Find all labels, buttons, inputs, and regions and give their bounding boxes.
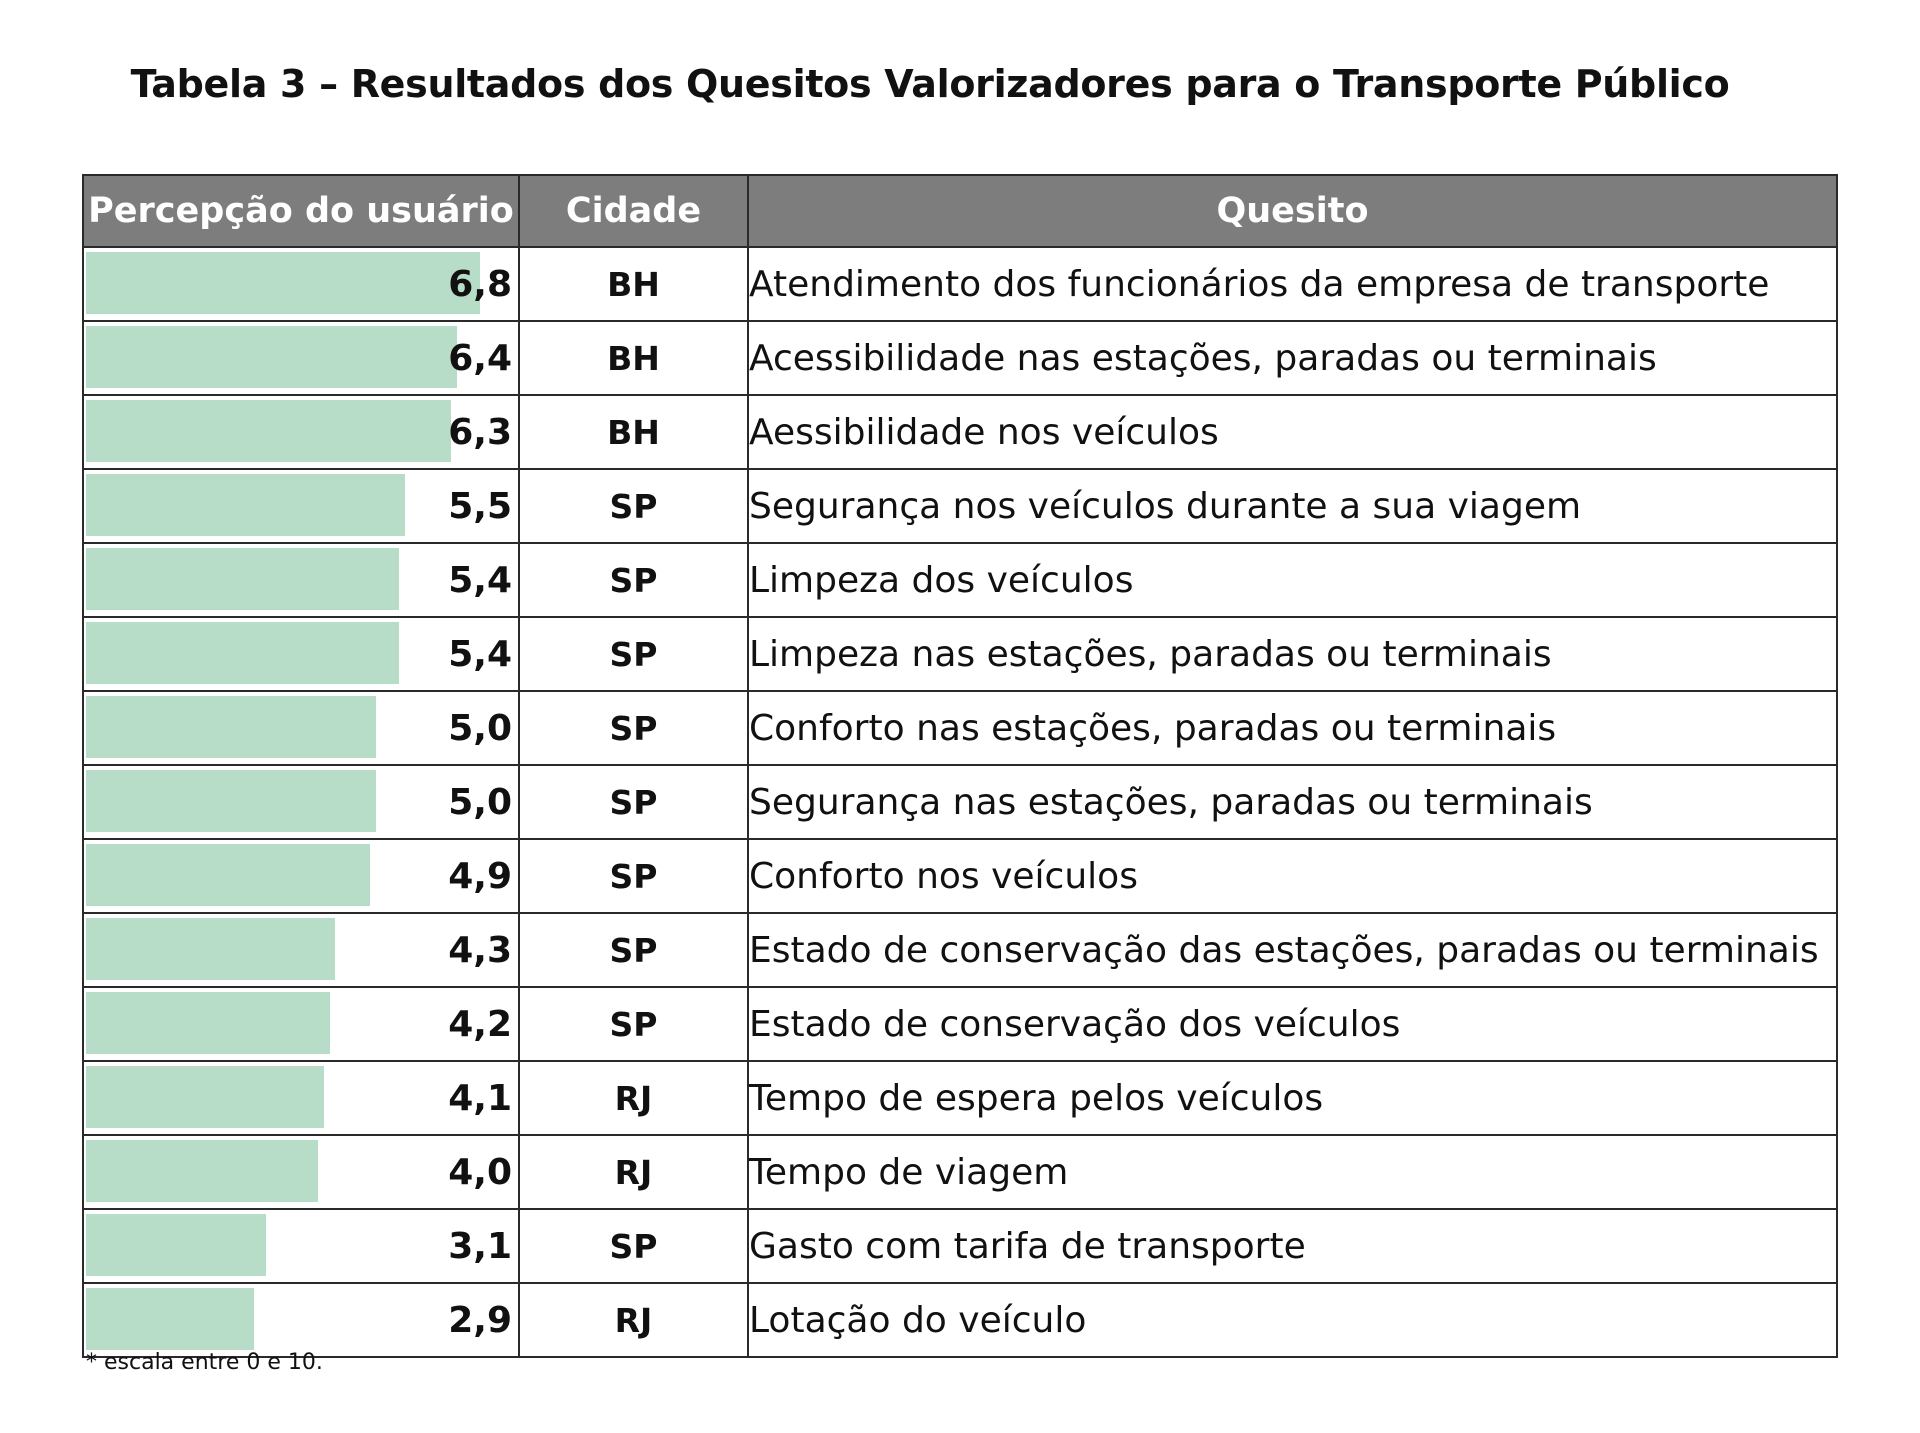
- header-perception: Percepção do usuário: [82, 174, 520, 248]
- perception-cell: 5,4: [82, 542, 520, 618]
- perception-bar: [86, 252, 480, 314]
- table-row: 5,0 SP Conforto nas estações, paradas ou t…: [82, 690, 1838, 766]
- item-cell: Segurança nos veículos durante a sua via…: [747, 468, 1838, 544]
- perception-value: 4,3: [448, 929, 512, 971]
- city-cell: RJ: [518, 1060, 749, 1136]
- item-cell: Conforto nos veículos: [747, 838, 1838, 914]
- table-row: 6,3 BH Aessibilidade nos veículos: [82, 394, 1838, 470]
- table-row: 5,0 SP Segurança nas estações, paradas ou …: [82, 764, 1838, 840]
- table-row: 5,4 SP Limpeza nas estações, paradas ou te…: [82, 616, 1838, 692]
- perception-cell: 5,4: [82, 616, 520, 692]
- perception-cell: 4,2: [82, 986, 520, 1062]
- perception-cell: 4,0: [82, 1134, 520, 1210]
- city-cell: RJ: [518, 1282, 749, 1358]
- perception-value: 5,0: [448, 781, 512, 823]
- header-item: Quesito: [747, 174, 1838, 248]
- item-cell: Tempo de espera pelos veículos: [747, 1060, 1838, 1136]
- item-cell: Acessibilidade nas estações, paradas ou …: [747, 320, 1838, 396]
- results-table: Percepção do usuário Cidade Quesito 6,8 B…: [82, 174, 1838, 1358]
- perception-cell: 2,9: [82, 1282, 520, 1358]
- perception-value: 6,4: [448, 337, 512, 379]
- city-cell: BH: [518, 246, 749, 322]
- city-cell: BH: [518, 394, 749, 470]
- perception-value: 5,4: [448, 633, 512, 675]
- perception-cell: 3,1: [82, 1208, 520, 1284]
- item-cell: Aessibilidade nos veículos: [747, 394, 1838, 470]
- city-cell: SP: [518, 690, 749, 766]
- table-row: 4,0 RJ Tempo de viagem: [82, 1134, 1838, 1210]
- perception-value: 2,9: [448, 1299, 512, 1341]
- perception-value: 6,8: [448, 263, 512, 305]
- item-cell: Lotação do veículo: [747, 1282, 1838, 1358]
- perception-bar: [86, 548, 399, 610]
- item-cell: Estado de conservação dos veículos: [747, 986, 1838, 1062]
- table-row: 3,1 SP Gasto com tarifa de transporte: [82, 1208, 1838, 1284]
- table-row: 5,5 SP Segurança nos veículos durante a su…: [82, 468, 1838, 544]
- perception-value: 4,0: [448, 1151, 512, 1193]
- perception-value: 5,4: [448, 559, 512, 601]
- table-title: Tabela 3 – Resultados dos Quesitos Valor…: [130, 62, 1730, 106]
- perception-value: 4,1: [448, 1077, 512, 1119]
- city-cell: SP: [518, 468, 749, 544]
- item-cell: Estado de conservação das estações, para…: [747, 912, 1838, 988]
- header-row: Percepção do usuário Cidade Quesito: [82, 174, 1838, 248]
- perception-cell: 5,5: [82, 468, 520, 544]
- perception-value: 5,0: [448, 707, 512, 749]
- perception-bar: [86, 992, 330, 1054]
- perception-bar: [86, 1140, 318, 1202]
- city-cell: BH: [518, 320, 749, 396]
- perception-cell: 4,3: [82, 912, 520, 988]
- perception-bar: [86, 400, 451, 462]
- perception-bar: [86, 770, 376, 832]
- perception-bar: [86, 622, 399, 684]
- perception-cell: 6,8: [82, 246, 520, 322]
- perception-bar: [86, 326, 457, 388]
- table-row: 5,4 SP Limpeza dos veículos: [82, 542, 1838, 618]
- table-body: 6,8 BH Atendimento dos funcionários da emp…: [82, 246, 1838, 1358]
- city-cell: SP: [518, 764, 749, 840]
- item-cell: Limpeza nas estações, paradas ou termina…: [747, 616, 1838, 692]
- perception-cell: 6,4: [82, 320, 520, 396]
- city-cell: SP: [518, 912, 749, 988]
- city-cell: RJ: [518, 1134, 749, 1210]
- footnote: * escala entre 0 e 10.: [86, 1350, 323, 1375]
- perception-value: 5,5: [448, 485, 512, 527]
- perception-cell: 5,0: [82, 764, 520, 840]
- item-cell: Atendimento dos funcionários da empresa …: [747, 246, 1838, 322]
- perception-bar: [86, 474, 405, 536]
- perception-bar: [86, 696, 376, 758]
- table-row: 6,4 BH Acessibilidade nas estações, parada…: [82, 320, 1838, 396]
- item-cell: Gasto com tarifa de transporte: [747, 1208, 1838, 1284]
- perception-bar: [86, 1066, 324, 1128]
- city-cell: SP: [518, 838, 749, 914]
- header-city: Cidade: [518, 174, 749, 248]
- table-row: 4,3 SP Estado de conservação das estações,…: [82, 912, 1838, 988]
- city-cell: SP: [518, 616, 749, 692]
- perception-cell: 4,9: [82, 838, 520, 914]
- city-cell: SP: [518, 1208, 749, 1284]
- perception-value: 4,2: [448, 1003, 512, 1045]
- perception-value: 3,1: [448, 1225, 512, 1267]
- table-header: Percepção do usuário Cidade Quesito: [82, 174, 1838, 248]
- table-row: 4,1 RJ Tempo de espera pelos veículos: [82, 1060, 1838, 1136]
- item-cell: Limpeza dos veículos: [747, 542, 1838, 618]
- perception-cell: 6,3: [82, 394, 520, 470]
- table-row: 4,9 SP Conforto nos veículos: [82, 838, 1838, 914]
- item-cell: Conforto nas estações, paradas ou termin…: [747, 690, 1838, 766]
- perception-cell: 4,1: [82, 1060, 520, 1136]
- item-cell: Tempo de viagem: [747, 1134, 1838, 1210]
- table-row: 2,9 RJ Lotação do veículo: [82, 1282, 1838, 1358]
- city-cell: SP: [518, 542, 749, 618]
- table-row: 4,2 SP Estado de conservação dos veículos: [82, 986, 1838, 1062]
- table-row: 6,8 BH Atendimento dos funcionários da emp…: [82, 246, 1838, 322]
- perception-value: 6,3: [448, 411, 512, 453]
- perception-bar: [86, 918, 335, 980]
- item-cell: Segurança nas estações, paradas ou termi…: [747, 764, 1838, 840]
- perception-value: 4,9: [448, 855, 512, 897]
- city-cell: SP: [518, 986, 749, 1062]
- perception-bar: [86, 844, 370, 906]
- perception-bar: [86, 1288, 254, 1350]
- perception-cell: 5,0: [82, 690, 520, 766]
- perception-bar: [86, 1214, 266, 1276]
